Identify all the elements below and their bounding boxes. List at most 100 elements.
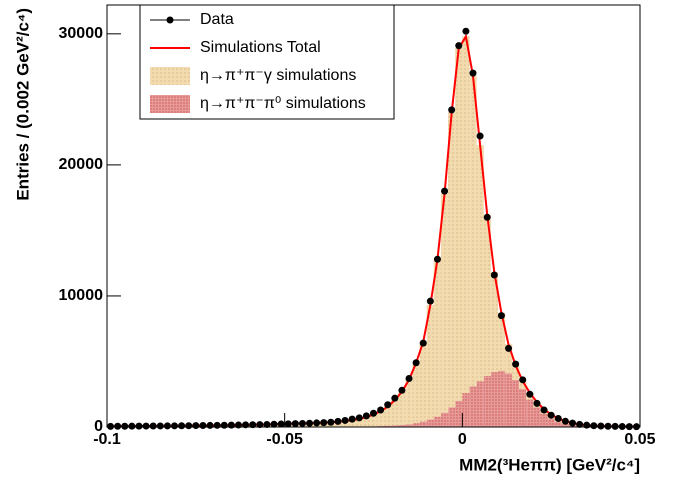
histogram-bar — [455, 48, 463, 401]
data-point — [497, 312, 505, 320]
data-point — [291, 420, 299, 428]
histogram-bar — [511, 379, 520, 428]
data-point — [398, 386, 406, 394]
histogram-bar — [447, 407, 456, 428]
x-tick-label: 0.05 — [624, 431, 655, 448]
data-point — [206, 421, 214, 429]
data-point — [384, 401, 392, 409]
histogram-bar — [447, 112, 456, 408]
data-point — [533, 399, 541, 407]
legend: Data Simulations Total η→π⁺π⁻γ simulations… — [139, 4, 395, 120]
y-axis-title: Entries / (0.002 GeV²/c⁴) — [13, 8, 32, 201]
y-tick-label: 30000 — [59, 25, 104, 42]
data-point — [469, 69, 477, 77]
histogram-bar — [497, 370, 506, 428]
data-point — [547, 411, 555, 419]
data-point — [156, 422, 164, 430]
data-point — [540, 406, 548, 414]
data-point — [220, 421, 228, 429]
histogram-bar — [419, 341, 427, 422]
data-point — [213, 421, 221, 429]
data-point — [362, 412, 370, 420]
data-point — [341, 416, 349, 424]
histogram-bar — [419, 421, 427, 428]
histogram-bar — [440, 412, 449, 428]
data-point — [263, 420, 271, 428]
data-point — [227, 421, 235, 429]
histogram-bar — [554, 421, 562, 428]
data-point — [298, 419, 306, 427]
data-point — [526, 390, 534, 398]
data-point — [590, 422, 598, 430]
histogram-bar — [476, 145, 484, 382]
data-point — [327, 418, 335, 426]
x-tick-label: -0.05 — [266, 431, 303, 448]
legend-symbol — [150, 67, 190, 85]
data-point — [192, 422, 200, 430]
data-point — [163, 422, 171, 430]
histogram-bar — [462, 392, 470, 428]
histogram-bar — [462, 36, 470, 394]
data-point — [426, 297, 434, 305]
data-point — [171, 422, 179, 430]
data-point — [512, 360, 520, 368]
x-axis-title: MM2(³Heππ) [GeV²/c⁴] — [459, 455, 640, 474]
data-point — [306, 419, 314, 427]
data-point — [597, 422, 605, 430]
data-point — [568, 419, 576, 427]
histogram-bar — [526, 399, 534, 428]
histogram-bar — [440, 193, 449, 413]
data-point — [320, 419, 328, 427]
data-point — [576, 420, 584, 428]
histogram-bar — [469, 386, 477, 428]
histogram-bar — [433, 416, 442, 428]
data-point — [441, 187, 449, 195]
data-point — [270, 420, 278, 428]
histogram-bar — [483, 375, 491, 428]
histogram-bar — [476, 380, 484, 428]
data-point — [199, 421, 207, 429]
data-point — [142, 422, 150, 430]
x-tick-label: 0 — [458, 431, 467, 448]
histogram-bar — [504, 373, 513, 428]
histogram-bar — [519, 388, 527, 428]
data-point — [490, 271, 498, 279]
data-point — [519, 376, 527, 384]
data-point — [412, 359, 420, 367]
data-point — [433, 255, 441, 263]
histogram-bar — [391, 399, 399, 426]
histogram-bar — [490, 371, 499, 428]
histogram-bar — [412, 422, 420, 428]
legend-label: η→π⁺π⁻π⁰ simulations — [200, 95, 366, 112]
histogram-bar — [405, 379, 413, 425]
data-point — [405, 375, 413, 383]
data-point — [348, 415, 356, 423]
data-point — [277, 420, 285, 428]
data-point — [284, 420, 292, 428]
legend-symbol — [150, 95, 190, 113]
data-point — [370, 409, 377, 417]
histogram-bar — [533, 407, 541, 428]
data-point — [611, 422, 619, 430]
data-point — [135, 422, 143, 430]
legend-label: Simulations Total — [200, 39, 321, 56]
data-point — [256, 421, 264, 429]
y-tick-label: 10000 — [59, 287, 104, 304]
data-point — [505, 344, 513, 352]
histogram-bar — [469, 75, 477, 387]
data-point — [377, 406, 385, 414]
data-point — [185, 422, 193, 430]
data-point — [249, 421, 257, 429]
data-point — [128, 422, 136, 430]
plot-area — [106, 27, 641, 431]
data-point — [448, 106, 456, 114]
data-point — [121, 422, 129, 430]
legend-label: η→π⁺π⁻γ simulations — [200, 67, 356, 84]
data-point — [462, 27, 470, 35]
data-point — [149, 422, 157, 430]
y-tick-label: 0 — [94, 418, 103, 435]
data-point — [554, 414, 562, 422]
histogram-bar — [540, 413, 548, 428]
histogram-bar — [412, 362, 420, 424]
data-point — [476, 132, 484, 140]
